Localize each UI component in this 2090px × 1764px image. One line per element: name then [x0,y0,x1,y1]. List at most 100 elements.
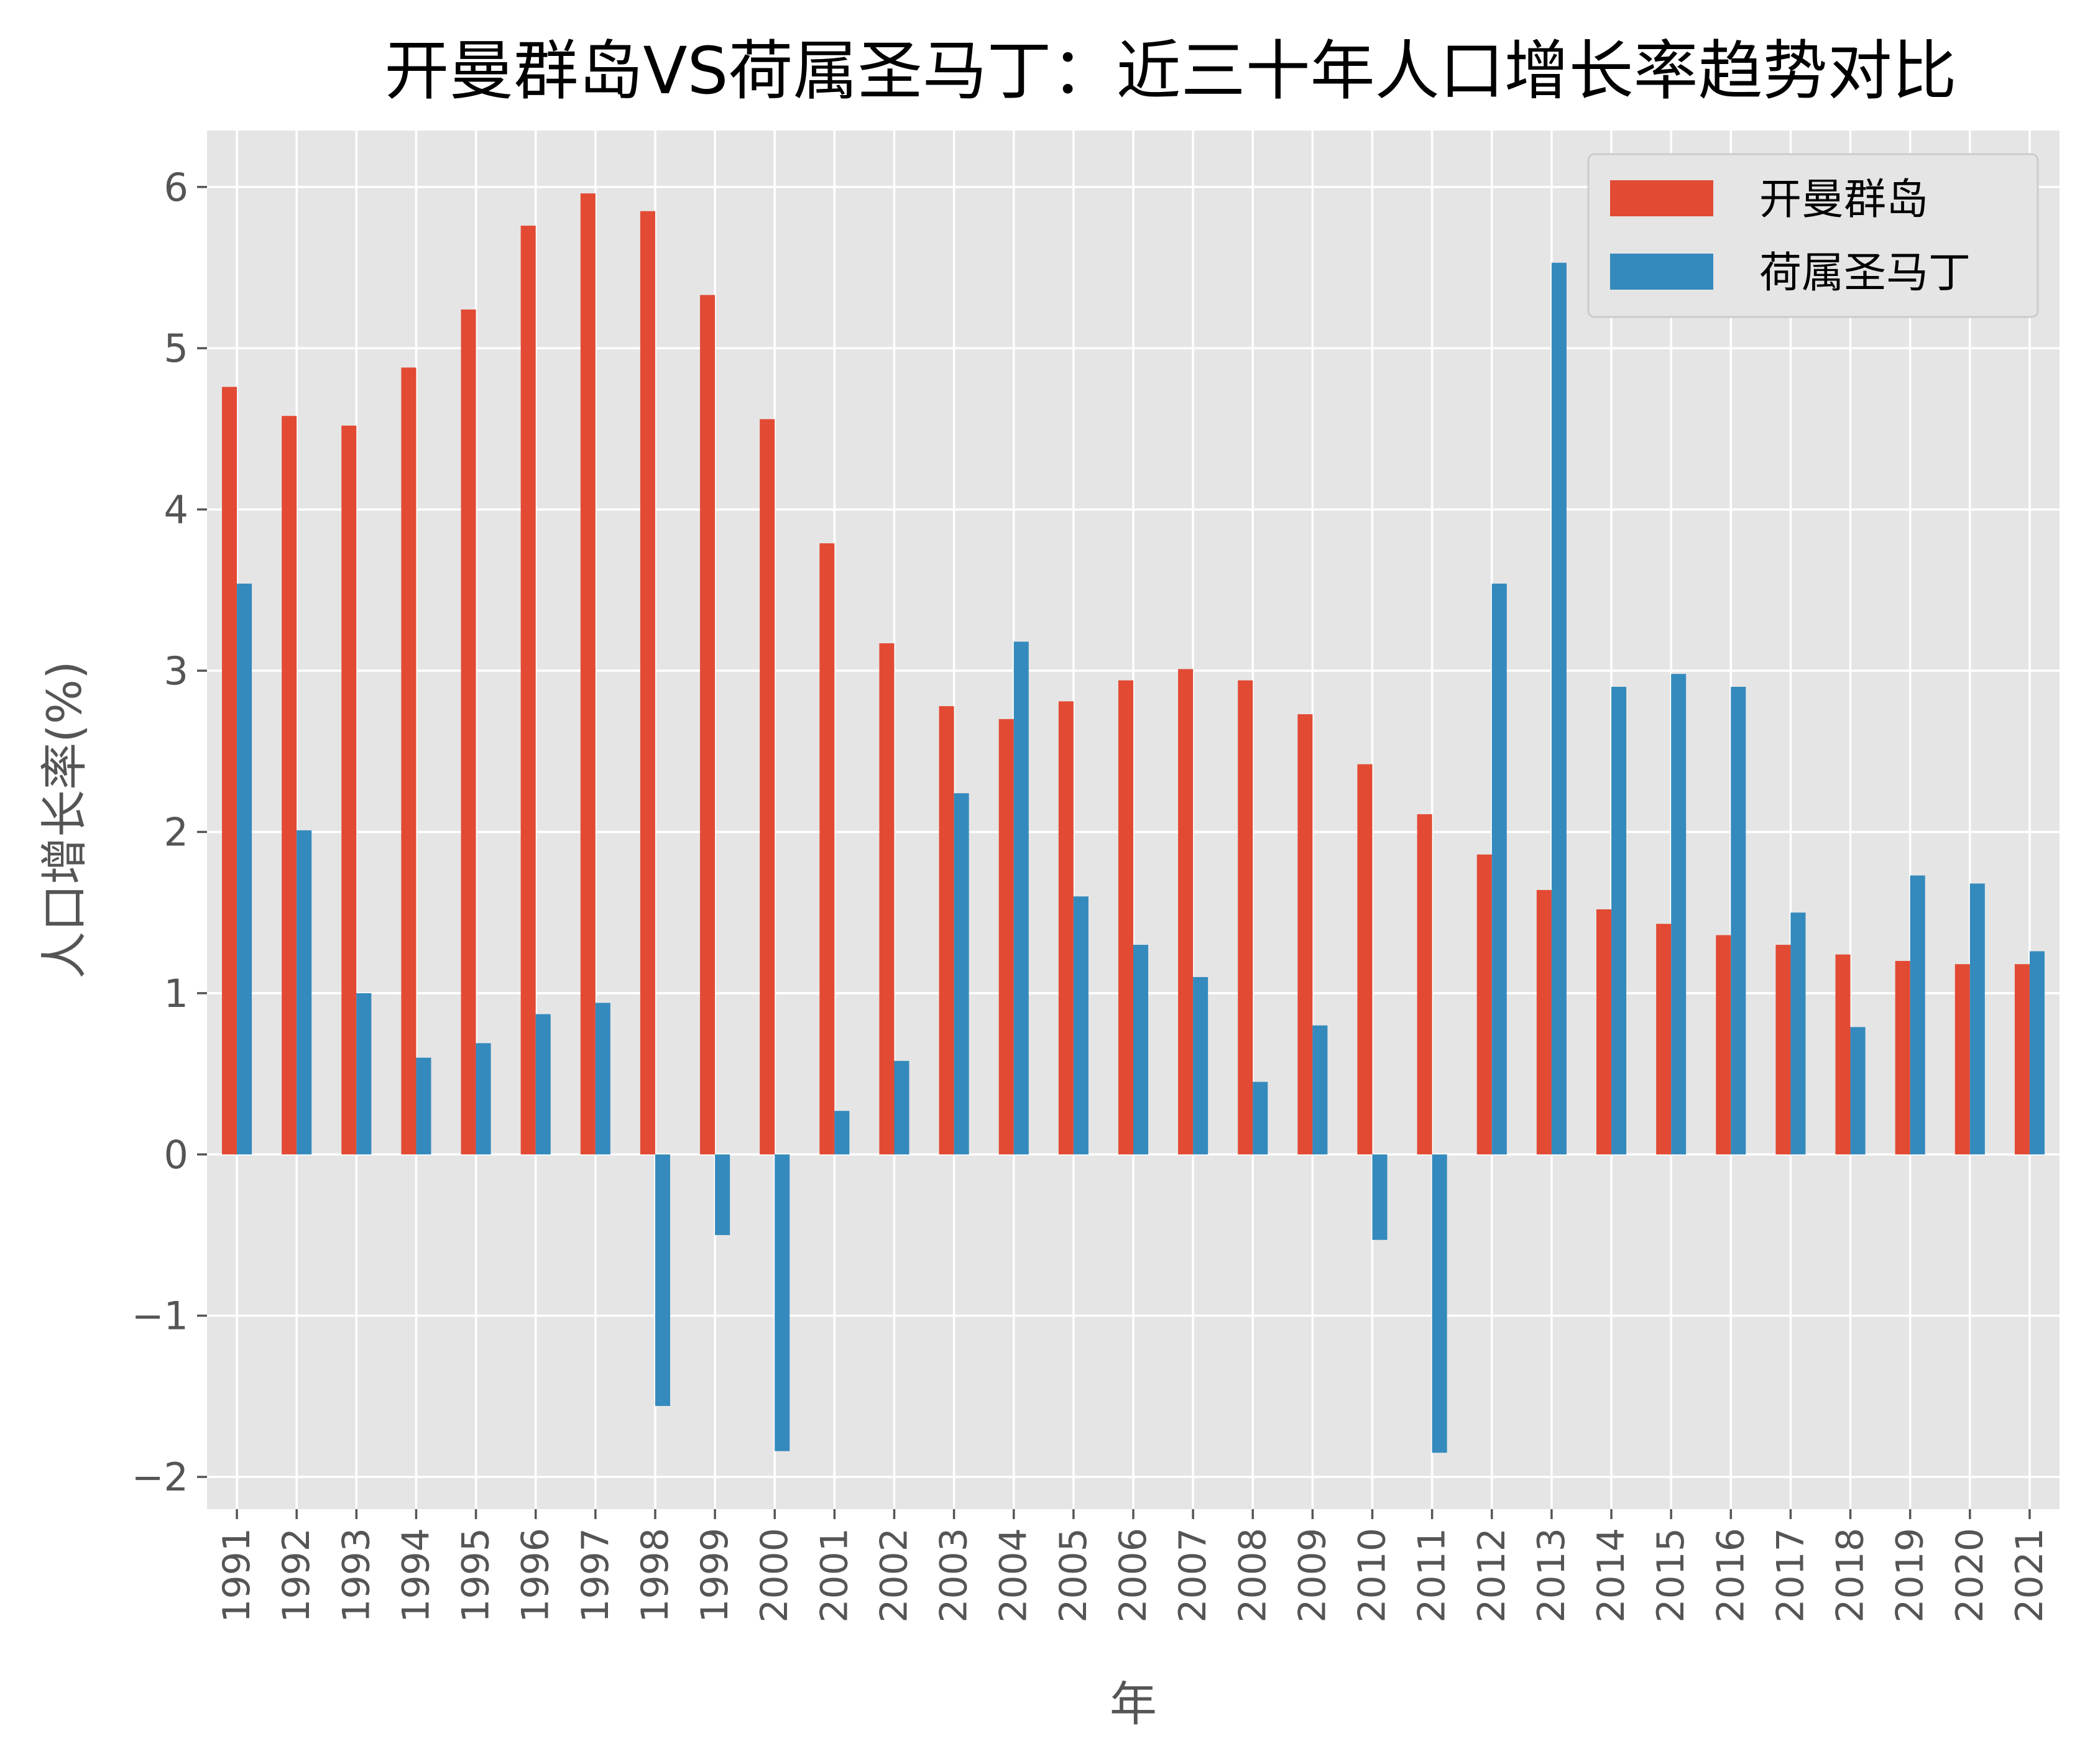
y-axis-label: 人口增长率(%) [37,661,92,979]
bar-cayman-1992 [282,416,297,1155]
legend: 开曼群岛 荷属圣马丁 [1587,153,2039,318]
bar-cayman-2018 [1835,954,1851,1155]
bar-cayman-2010 [1357,764,1373,1155]
bar-cayman-2017 [1775,945,1791,1155]
x-tick-label: 2011 [1411,1528,1454,1623]
x-tick-label: 2002 [872,1528,916,1623]
x-tick-label: 2021 [2008,1528,2051,1623]
bar-cayman-2016 [1716,935,1731,1155]
bar-sint-maarten-1992 [297,830,312,1155]
x-tick-label: 1995 [454,1528,498,1623]
bar-cayman-1993 [341,425,357,1155]
x-tick-label: 2009 [1291,1528,1334,1623]
bar-sint-maarten-1995 [476,1043,491,1155]
y-tick-label: −1 [132,1293,188,1339]
bar-cayman-2006 [1118,680,1133,1155]
legend-swatch-sint-maarten [1610,254,1713,290]
bar-cayman-2019 [1895,960,1910,1155]
x-tick-label: 1997 [574,1528,617,1623]
x-tick-label: 2020 [1948,1528,1992,1623]
bar-cayman-1991 [222,387,237,1155]
y-tick-label: 6 [164,165,188,210]
bars [222,193,2045,1453]
bar-sint-maarten-2006 [1133,945,1149,1155]
bar-cayman-2011 [1417,814,1432,1155]
bar-cayman-2009 [1297,714,1313,1155]
y-tick-label: 3 [164,648,188,694]
y-tick-label: 5 [164,326,188,371]
x-tick-label: 2016 [1709,1528,1752,1623]
x-tick-label: 2004 [992,1528,1036,1623]
bar-sint-maarten-2012 [1491,583,1507,1155]
x-tick-label: 1992 [275,1528,318,1623]
bar-sint-maarten-2005 [1073,896,1089,1155]
x-tick-label: 2015 [1649,1528,1693,1623]
bar-cayman-2015 [1656,924,1672,1155]
axis-ticks: −2 −1 0 1 2 3 4 5 6 1991 1992 1993 1994 1995 1996 1997 1… [132,165,2051,1623]
x-tick-label: 2006 [1112,1528,1155,1623]
bar-cayman-2004 [998,719,1014,1155]
bar-cayman-2013 [1536,889,1552,1155]
x-tick-label: 1998 [633,1528,677,1623]
bar-sint-maarten-2014 [1611,686,1627,1155]
bar-cayman-2012 [1476,854,1492,1155]
bar-sint-maarten-2009 [1312,1025,1328,1155]
legend-swatch-cayman [1610,180,1713,216]
bar-sint-maarten-2000 [775,1154,790,1451]
x-tick-label: 2019 [1889,1528,1932,1623]
x-tick-label: 2000 [753,1528,796,1623]
legend-label-cayman: 开曼群岛 [1759,175,1928,224]
bar-cayman-2005 [1058,701,1074,1155]
bar-cayman-2008 [1238,680,1253,1155]
bar-cayman-1999 [700,295,716,1155]
bar-sint-maarten-2018 [1850,1027,1866,1155]
x-tick-label: 1999 [693,1528,737,1623]
bar-cayman-2014 [1596,909,1612,1155]
bar-cayman-2000 [760,419,775,1155]
x-tick-label: 2010 [1351,1528,1394,1623]
bar-cayman-2021 [2014,964,2030,1155]
bar-sint-maarten-1996 [535,1014,551,1155]
bar-sint-maarten-1998 [655,1154,670,1406]
bar-sint-maarten-2004 [1013,641,1029,1155]
bar-cayman-1996 [520,226,536,1155]
bar-cayman-1994 [401,367,417,1155]
bar-sint-maarten-2007 [1193,976,1208,1155]
bar-sint-maarten-2020 [1969,883,1985,1155]
x-tick-label: 2003 [932,1528,976,1623]
x-axis-label: 年 [1110,1676,1157,1732]
x-tick-label: 2005 [1052,1528,1095,1623]
chart-title: 开曼群岛VS荷属圣马丁：近三十年人口增长率趋势对比 [384,33,1956,109]
x-tick-label: 2014 [1590,1528,1633,1623]
x-tick-label: 1994 [394,1528,438,1623]
bar-cayman-1998 [640,211,655,1155]
bar-cayman-2001 [819,543,835,1155]
x-tick-label: 1993 [334,1528,378,1623]
bar-sint-maarten-2008 [1253,1082,1268,1155]
bar-sint-maarten-2021 [2029,951,2045,1155]
y-tick-label: 1 [164,971,188,1016]
bar-sint-maarten-2001 [834,1111,850,1155]
y-tick-label: 0 [164,1132,188,1177]
x-tick-label: 2012 [1470,1528,1514,1623]
bar-sint-maarten-1999 [715,1154,730,1235]
bar-sint-maarten-2013 [1551,262,1567,1155]
bar-sint-maarten-2002 [894,1060,909,1155]
bar-cayman-2020 [1954,964,1970,1155]
x-tick-label: 1996 [514,1528,558,1623]
bar-sint-maarten-1997 [595,1003,610,1155]
bar-cayman-2003 [939,706,954,1155]
bar-sint-maarten-1993 [356,993,372,1155]
x-tick-label: 2007 [1171,1528,1215,1623]
y-tick-label: 4 [164,487,188,533]
bar-sint-maarten-2016 [1731,686,1746,1155]
legend-label-sint-maarten: 荷属圣马丁 [1759,249,1971,298]
x-tick-label: 2013 [1530,1528,1573,1623]
x-tick-label: 1991 [215,1528,259,1623]
bar-cayman-2007 [1178,669,1194,1155]
bar-sint-maarten-1991 [237,583,252,1155]
bar-sint-maarten-2010 [1372,1154,1388,1240]
bar-cayman-1997 [580,193,596,1155]
